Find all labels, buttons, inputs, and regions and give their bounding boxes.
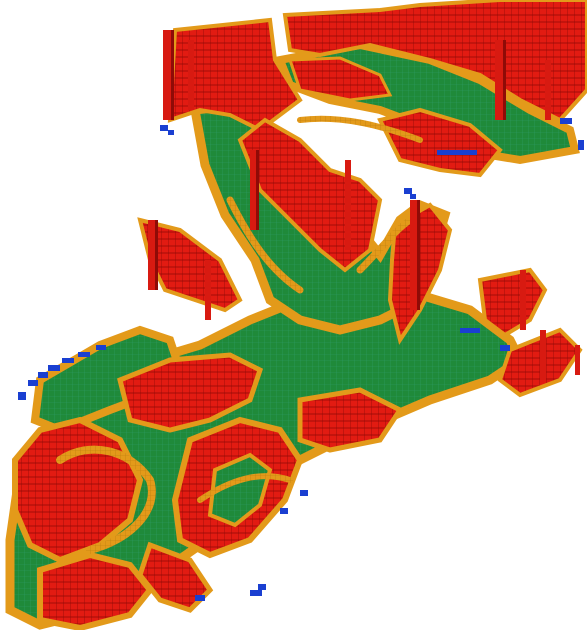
obstacle-spires [148, 30, 580, 380]
frontier-voxels [18, 118, 584, 601]
inflation-margins [56, 115, 423, 554]
